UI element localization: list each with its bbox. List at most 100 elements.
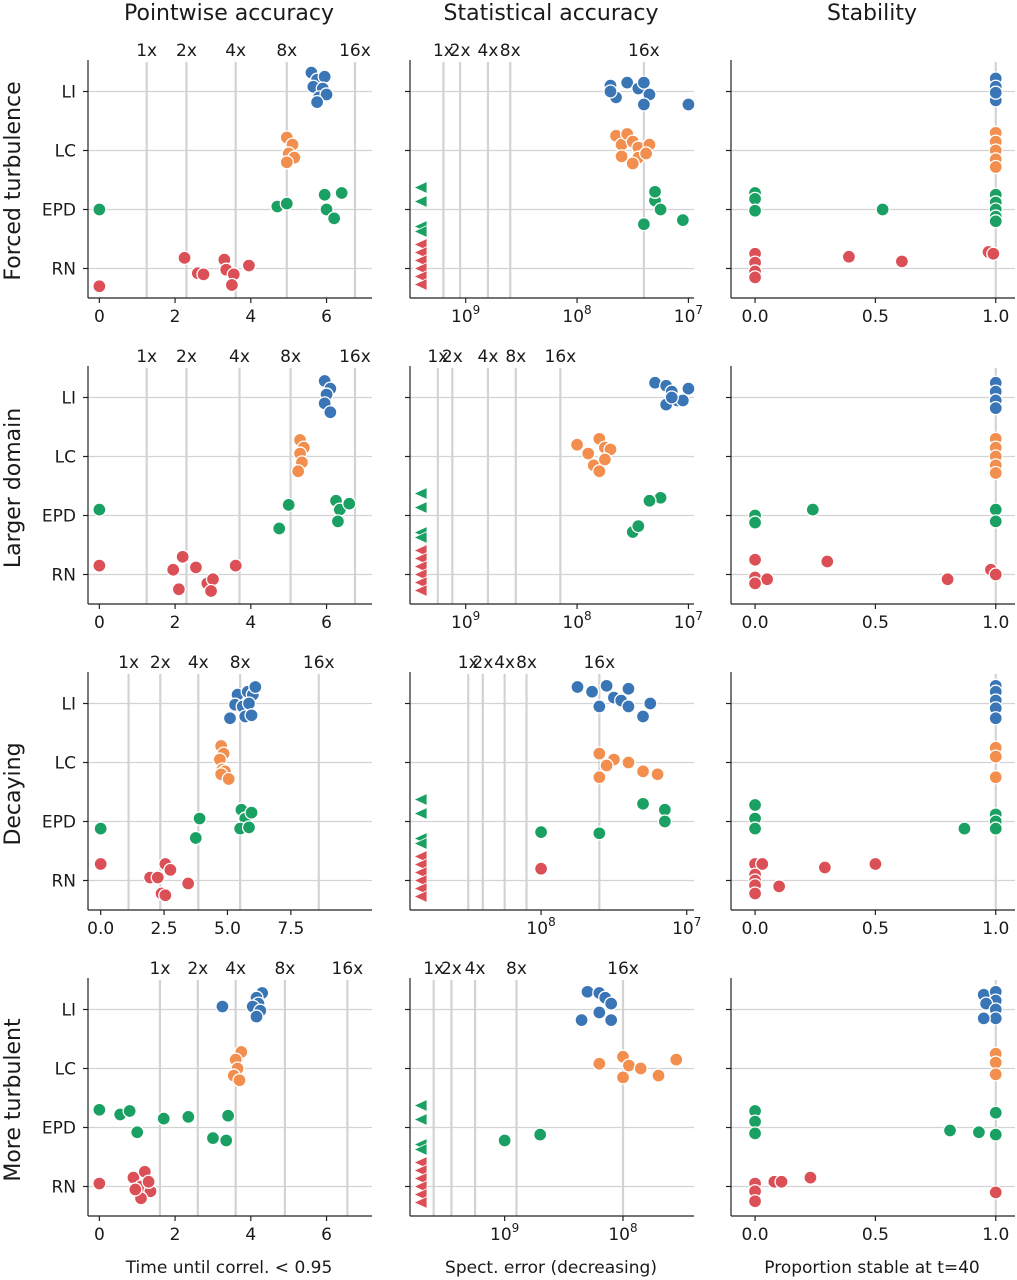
point-li — [570, 679, 585, 695]
point-epd — [747, 203, 763, 218]
point-epd — [805, 502, 820, 517]
panel-r3-c2: 0.0 0.5 1.0 — [726, 978, 1015, 1245]
point-lc — [279, 155, 294, 170]
multiplier-label: 4x — [465, 959, 486, 979]
multiplier-label: 2x — [441, 959, 462, 979]
x-tick-label: 2 — [170, 307, 181, 327]
row-title-larger-domain: Larger domain — [1, 408, 26, 568]
point-epd — [988, 502, 1003, 517]
x-tick-label: 0.5 — [862, 919, 889, 939]
point-epd — [219, 1133, 234, 1148]
point-li — [592, 699, 607, 714]
y-tick-label-lc: LC — [55, 142, 76, 162]
multiplier-label: 16x — [303, 653, 335, 673]
panel-r2-c0: 1x 2x 4x 8x 16x LI LC EPD RN 0.0 2.5 5.0 7.5 — [42, 653, 372, 939]
multiplier-label: 2x — [150, 653, 171, 673]
point-rn — [166, 562, 181, 577]
point-lc — [988, 1067, 1003, 1082]
rn-failed-marker — [413, 583, 428, 598]
point-lc — [232, 1073, 247, 1088]
point-lc — [638, 146, 654, 161]
point-rn — [747, 552, 763, 567]
point-rn — [203, 583, 219, 599]
multiplier-label: 8x — [505, 347, 526, 367]
epd-failed-marker — [413, 1142, 428, 1157]
point-rn — [986, 246, 1001, 261]
multiplier-label: 16x — [545, 347, 577, 367]
epd-failed-marker — [413, 180, 428, 195]
point-rn — [224, 277, 240, 293]
x-tick-label: 6 — [321, 307, 332, 327]
point-epd — [272, 521, 287, 536]
multiplier-label: 8x — [274, 959, 295, 979]
epd-failed-marker — [413, 1112, 428, 1127]
x-tick-label: 4 — [245, 307, 256, 327]
point-epd — [747, 1114, 763, 1129]
x-tick-label: 4 — [245, 1225, 256, 1245]
y-tick-label-li: LI — [62, 695, 77, 715]
point-epd — [657, 802, 673, 817]
x-tick-label: 0.0 — [742, 613, 769, 633]
point-epd — [244, 805, 259, 820]
point-epd — [988, 514, 1003, 529]
point-lc — [988, 749, 1003, 764]
point-epd — [192, 811, 207, 826]
point-rn — [228, 558, 243, 573]
rn-failed-marker — [413, 1187, 428, 1202]
xlabel-pointwise: Time until correl. < 0.95 — [125, 1258, 333, 1278]
rn-failed-marker — [413, 881, 428, 896]
point-rn — [163, 862, 178, 878]
point-rn — [747, 270, 763, 285]
multiplier-label: 4x — [188, 653, 209, 673]
x-tick-label: 0 — [94, 307, 105, 327]
panel-r0-c2: 0.0 0.5 1.0 — [726, 60, 1015, 327]
point-li — [635, 709, 651, 724]
y-tick-label-li: LI — [62, 1001, 77, 1021]
x-tick-label: 4 — [245, 613, 256, 633]
point-epd — [635, 796, 651, 811]
point-lc — [569, 437, 585, 452]
epd-failed-marker — [413, 500, 428, 515]
point-li — [681, 97, 696, 112]
point-epd — [957, 821, 972, 836]
point-li — [621, 699, 636, 714]
epd-failed-marker — [413, 486, 428, 501]
point-lc — [988, 1055, 1003, 1070]
rn-failed-marker — [413, 873, 428, 888]
rn-failed-marker — [413, 1195, 428, 1210]
point-epd — [497, 1133, 512, 1148]
y-tick-label-rn: RN — [51, 566, 76, 586]
multiplier-label: 1x — [427, 347, 448, 367]
multiplier-label: 16x — [583, 653, 615, 673]
y-tick-label-lc: LC — [55, 754, 76, 774]
point-epd — [181, 1109, 196, 1125]
y-tick-label-epd: EPD — [42, 813, 76, 833]
panel-r1-c2: 0.0 0.5 1.0 — [726, 366, 1015, 633]
rn-failed-marker — [413, 1179, 428, 1194]
y-tick-label-li: LI — [62, 389, 77, 409]
point-lc — [650, 767, 665, 782]
point-rn — [241, 258, 257, 273]
point-epd — [675, 212, 691, 228]
rn-failed-marker — [413, 261, 428, 276]
point-li — [620, 75, 635, 90]
point-rn — [747, 576, 763, 591]
point-rn — [175, 549, 190, 564]
point-epd — [653, 202, 668, 217]
rn-failed-marker — [413, 1171, 428, 1186]
point-li — [249, 1009, 264, 1024]
point-li — [988, 400, 1003, 416]
point-epd — [92, 1102, 107, 1117]
point-epd — [875, 202, 890, 217]
point-li — [215, 999, 230, 1014]
x-tick-label: 0.5 — [862, 613, 889, 633]
point-epd — [642, 493, 657, 508]
rn-failed-marker — [413, 245, 428, 260]
x-tick-label: 6 — [321, 1225, 332, 1245]
multiplier-label: 1x — [423, 959, 444, 979]
point-rn — [93, 856, 108, 872]
